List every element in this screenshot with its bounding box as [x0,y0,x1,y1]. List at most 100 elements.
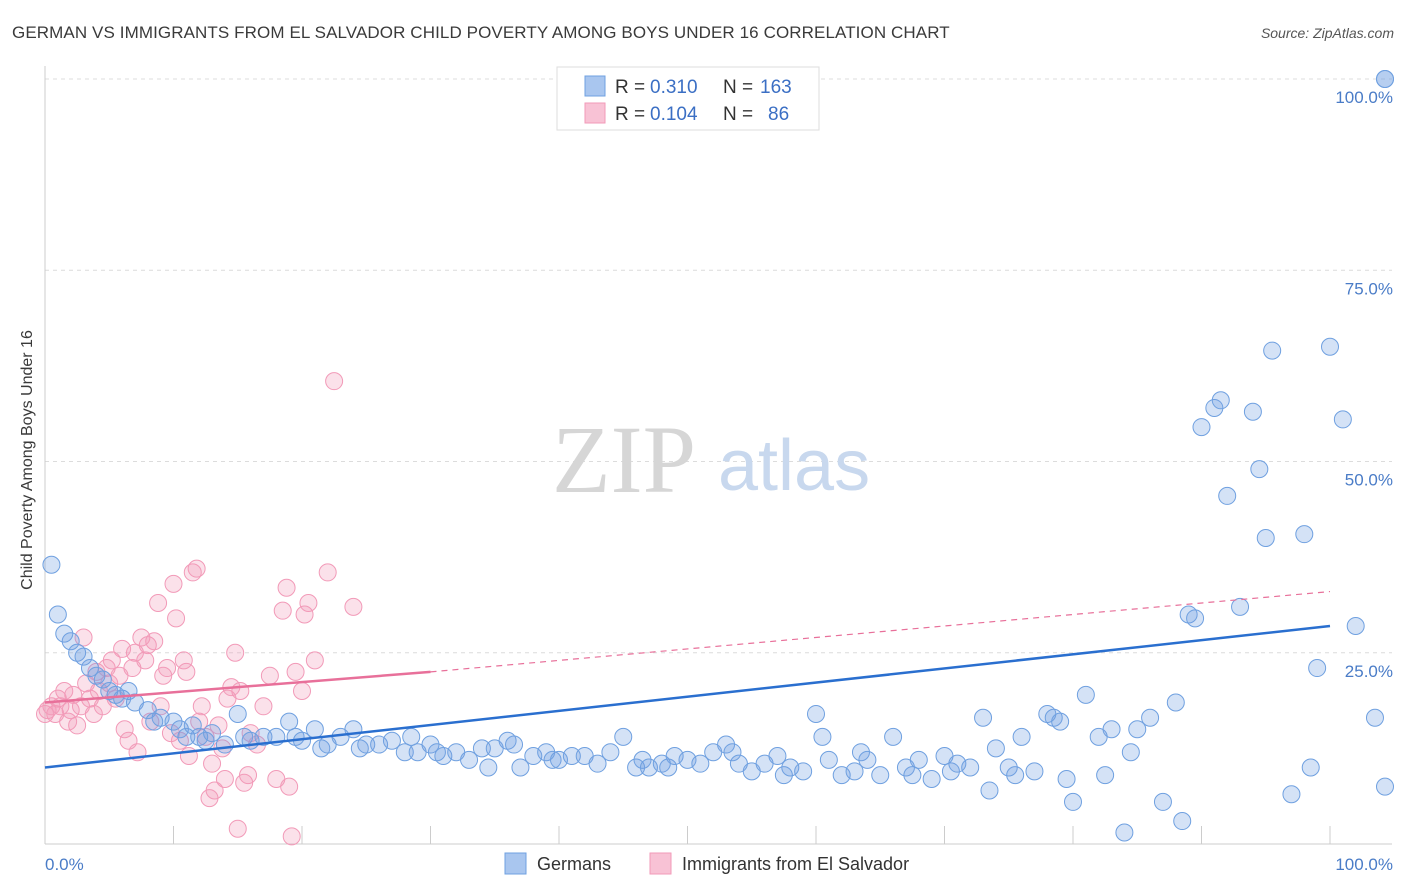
data-point-salvador [192,697,211,716]
data-point-salvador [68,716,87,735]
data-point-salvador [115,720,134,739]
data-point-german [479,758,498,777]
data-point-german [215,735,234,754]
data-point-german [1051,712,1070,731]
data-point-german [80,659,99,678]
data-point-german [203,724,222,743]
legend: R = 0.310 N = 163 R = 0.104 N = 86 [556,66,820,131]
legend-swatch-german [584,75,606,97]
legend-n-label-german: N = [723,77,753,98]
data-point-german [1218,486,1237,505]
data-point-salvador [305,651,324,670]
data-point-salvador [174,651,193,670]
trend-line-german [44,624,1331,769]
data-point-german [1173,812,1192,831]
data-point-german [1076,685,1095,704]
legend-n-label-salvador: N = [723,104,753,125]
data-point-salvador [318,563,337,582]
data-point-german [909,750,928,769]
data-point-salvador [293,682,311,700]
legend-r-value-german: 0.310 [650,77,698,98]
data-point-german [1102,720,1121,739]
data-point-german [774,766,793,785]
data-point-german [395,743,414,762]
data-point-salvador [231,682,250,700]
y-tick-label: 75.0% [1345,279,1393,298]
data-point-german [1308,659,1327,678]
data-point-german [999,758,1018,777]
data-point-german [1333,410,1352,429]
data-point-german [884,727,903,746]
legend-n-value-german: 163 [760,77,792,98]
data-point-german [1263,341,1282,360]
data-point-german [723,743,742,762]
data-point-german [1115,823,1134,842]
data-point-salvador [84,704,103,723]
data-point-german [1250,460,1269,479]
y-tick-labels: 100.0% 75.0% 50.0% 25.0% [1335,88,1393,681]
watermark-atlas: atlas [718,426,870,506]
data-point-german [633,750,652,769]
data-point-german [1057,769,1076,788]
data-point-salvador [239,766,258,785]
data-point-german [1243,402,1262,421]
data-point-german [1012,727,1031,746]
data-point-salvador [136,651,155,670]
data-point-german [421,735,440,754]
legend-swatch-salvador [584,102,606,124]
data-point-german [1365,708,1384,727]
data-point-german [588,754,607,773]
axes [44,66,1392,845]
chart-source: Source: ZipAtlas.com [1260,25,1394,41]
data-point-german [691,754,710,773]
data-point-german [228,704,247,723]
data-point-german [177,727,196,746]
data-point-german [794,762,813,781]
data-point-salvador [282,827,301,846]
data-point-german [974,708,993,727]
data-point-german [280,712,299,731]
trend-line-salvador [44,670,431,704]
data-point-german [1376,777,1394,796]
legend-r-value-salvador: 0.104 [650,104,698,125]
data-point-german [871,766,890,785]
data-point-german [768,747,787,766]
data-point-german [851,743,870,762]
data-point-german [305,720,324,739]
data-point-german [1231,597,1250,616]
data-point-german [1141,708,1160,727]
data-point-salvador [164,574,183,593]
data-point-german [1346,616,1365,635]
data-point-german [183,716,202,735]
grid-lines [45,78,1392,654]
data-point-german [858,750,877,769]
data-point-german [1376,70,1394,88]
data-point-german [1096,766,1115,785]
legend-r-label-salvador: R = [615,104,645,125]
bottom-legend-label-german: Germans [537,854,611,874]
y-tick-label: 50.0% [1345,471,1393,490]
data-point-salvador [145,632,164,651]
x-tick-label-max: 100.0% [1335,855,1393,874]
chart-title: GERMAN VS IMMIGRANTS FROM EL SALVADOR CH… [12,23,950,42]
data-point-german [61,632,80,651]
data-point-german [1186,609,1205,628]
data-point-german [980,781,999,800]
data-point-german [460,750,479,769]
data-point-german [922,769,941,788]
data-point-salvador [59,712,78,731]
data-point-salvador [158,659,177,678]
data-point-salvador [228,819,247,838]
data-point-salvador [299,594,318,613]
data-point-german [813,727,832,746]
data-point-salvador [286,662,305,681]
trend-lines [44,590,1331,769]
data-point-german [505,735,524,754]
data-point-german [903,766,922,785]
data-point-salvador [254,697,273,716]
bottom-legend: Germans Immigrants from El Salvador [504,852,909,875]
data-point-salvador [226,643,245,662]
data-point-salvador [260,666,279,685]
data-point-german [1295,525,1314,544]
